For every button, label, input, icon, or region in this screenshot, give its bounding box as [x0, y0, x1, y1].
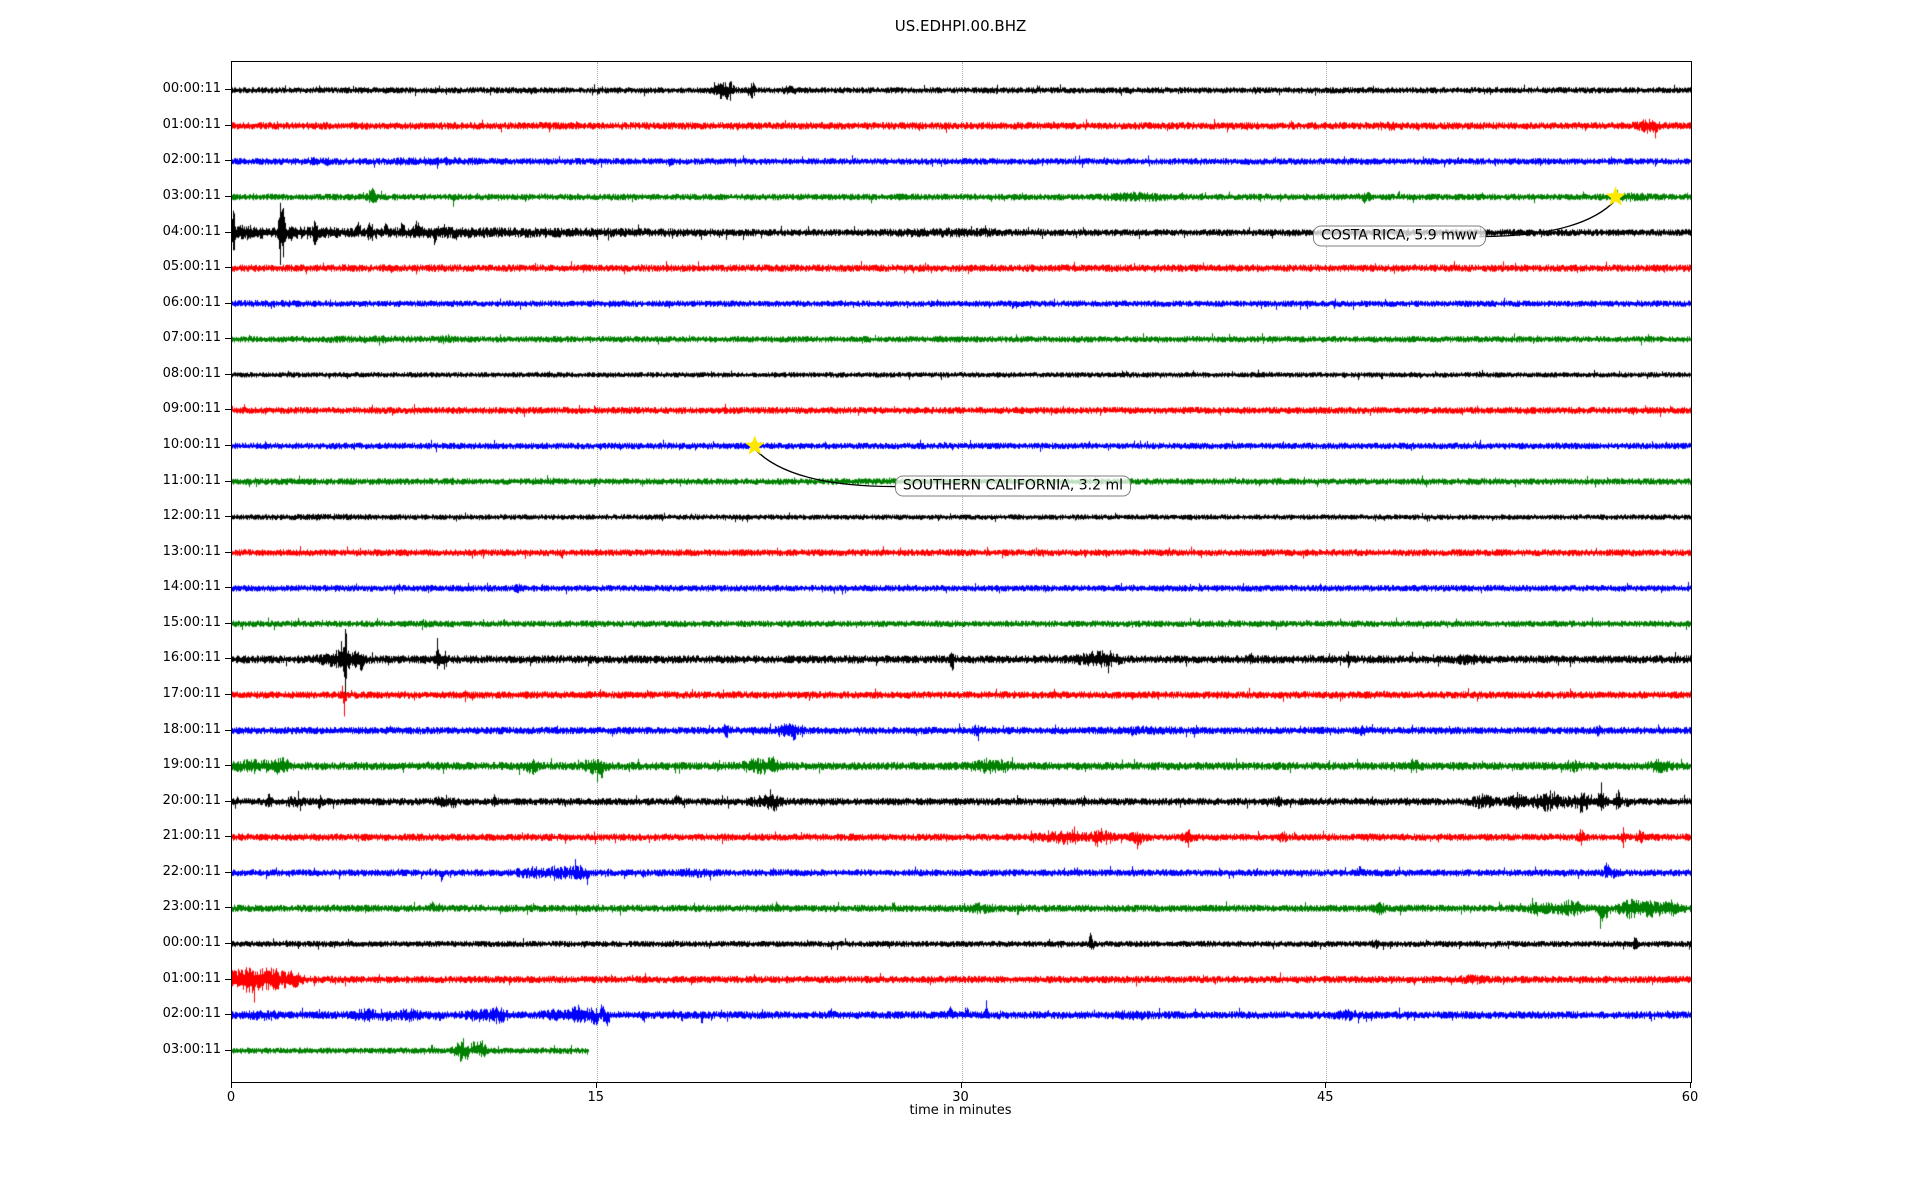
y-tick-mark — [225, 124, 231, 126]
y-tick-label: 14:00:11 — [162, 579, 221, 595]
plot-area — [231, 61, 1692, 1083]
y-tick-mark — [225, 89, 231, 91]
annotation-box: SOUTHERN CALIFORNIA, 3.2 ml — [894, 475, 1131, 497]
x-tick-label: 45 — [1316, 1090, 1334, 1105]
x-tick-label: 15 — [587, 1090, 605, 1105]
x-tick-mark — [960, 1082, 962, 1088]
y-tick-mark — [225, 693, 231, 695]
y-tick-label: 10:00:11 — [162, 436, 221, 452]
chart-title: US.EDHPI.00.BHZ — [894, 17, 1027, 35]
y-tick-label: 03:00:11 — [162, 188, 221, 203]
y-tick-label: 00:00:11 — [162, 81, 221, 97]
x-tick-mark — [1325, 1082, 1327, 1088]
y-tick-label: 12:00:11 — [162, 508, 221, 524]
y-tick-mark — [225, 1014, 231, 1016]
y-tick-mark — [225, 338, 231, 340]
x-tick-mark — [231, 1082, 232, 1088]
y-tick-label: 09:00:11 — [162, 401, 221, 417]
x-tick-label: 60 — [1681, 1090, 1699, 1105]
x-tick-mark — [595, 1082, 597, 1088]
y-tick-mark — [225, 196, 231, 197]
y-tick-mark — [225, 836, 231, 838]
y-tick-mark — [225, 373, 231, 375]
y-tick-label: 18:00:11 — [162, 721, 221, 737]
y-tick-label: 17:00:11 — [162, 685, 221, 701]
y-tick-mark — [225, 551, 231, 553]
y-tick-label: 02:00:11 — [162, 152, 221, 168]
y-tick-label: 08:00:11 — [162, 365, 221, 381]
y-tick-mark — [225, 587, 231, 589]
y-tick-mark — [225, 409, 231, 411]
y-tick-mark — [225, 160, 231, 162]
y-tick-mark — [225, 871, 231, 873]
y-tick-mark — [225, 765, 231, 767]
y-tick-label: 15:00:11 — [162, 614, 221, 630]
y-tick-label: 07:00:11 — [162, 330, 221, 346]
x-tick-mark — [1690, 1082, 1691, 1088]
y-tick-label: 05:00:11 — [162, 259, 221, 275]
x-tick-label: 30 — [952, 1090, 969, 1105]
y-tick-mark — [225, 800, 231, 802]
y-tick-label: 11:00:11 — [162, 472, 221, 488]
y-tick-mark — [225, 480, 231, 482]
y-tick-mark — [225, 1049, 231, 1051]
y-tick-label: 22:00:11 — [162, 863, 221, 879]
y-tick-mark — [225, 516, 231, 518]
y-tick-mark — [225, 302, 231, 304]
x-tick-label: 0 — [226, 1090, 236, 1105]
y-tick-mark — [225, 444, 231, 446]
y-tick-mark — [225, 978, 231, 980]
x-axis-title: time in minutes — [909, 1103, 1012, 1118]
y-tick-label: 20:00:11 — [162, 792, 221, 808]
y-tick-label: 00:00:11 — [162, 934, 221, 950]
y-tick-mark — [225, 658, 231, 660]
y-tick-mark — [225, 907, 231, 909]
y-tick-label: 02:00:11 — [162, 1006, 221, 1022]
y-tick-mark — [225, 267, 231, 269]
y-tick-label: 03:00:11 — [162, 1041, 221, 1057]
y-tick-label: 19:00:11 — [162, 757, 221, 773]
waveform-canvas — [232, 62, 1691, 1082]
y-tick-label: 01:00:11 — [162, 970, 221, 986]
y-tick-label: 01:00:11 — [162, 116, 221, 132]
y-tick-label: 21:00:11 — [162, 828, 221, 844]
y-tick-label: 06:00:11 — [162, 294, 221, 310]
y-tick-label: 23:00:11 — [162, 899, 221, 915]
annotation-box: COSTA RICA, 5.9 mww — [1313, 225, 1486, 247]
y-tick-mark — [225, 942, 231, 944]
y-tick-label: 16:00:11 — [162, 650, 221, 666]
y-tick-label: 04:00:11 — [162, 223, 221, 239]
y-tick-label: 13:00:11 — [162, 543, 221, 559]
y-tick-mark — [225, 231, 231, 233]
y-tick-mark — [225, 622, 231, 624]
y-tick-mark — [225, 729, 231, 731]
